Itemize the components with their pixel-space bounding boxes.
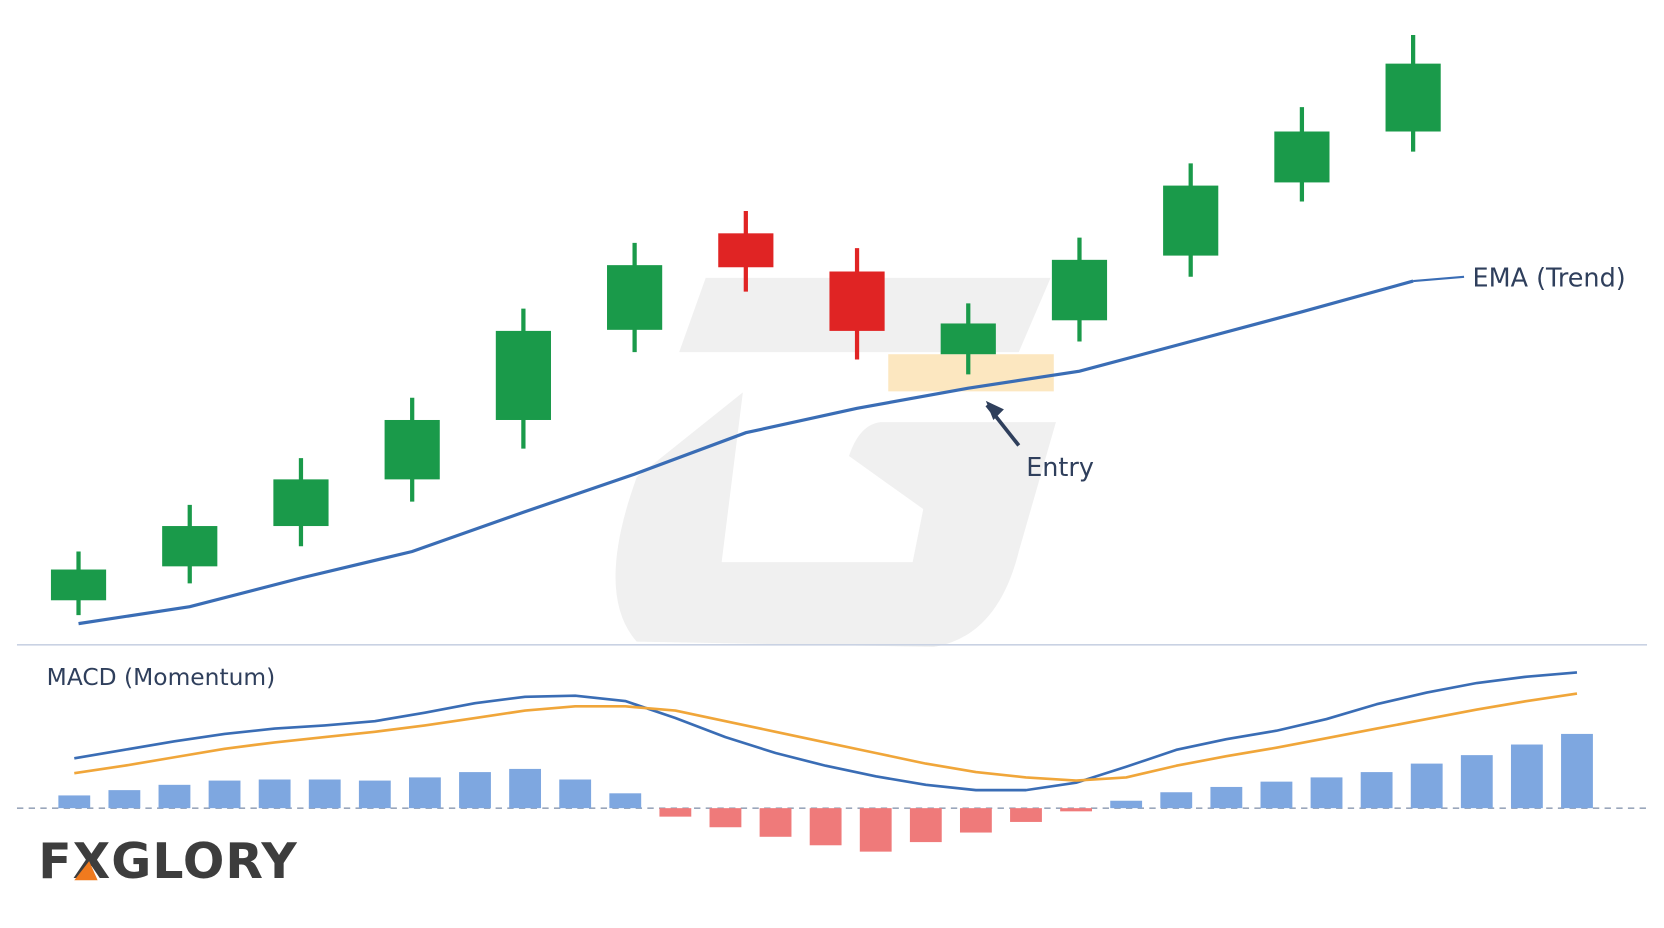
candle-body xyxy=(829,271,885,331)
histogram-bar xyxy=(1010,808,1042,822)
histogram-bar xyxy=(909,808,942,843)
entry-label: Entry xyxy=(1026,453,1094,483)
histogram-bar xyxy=(208,780,241,809)
candle-body xyxy=(1274,131,1330,183)
histogram-bar xyxy=(659,808,692,817)
histogram-bar xyxy=(158,784,191,809)
macd-line xyxy=(74,671,1578,792)
candle-body xyxy=(50,569,107,601)
histogram-bar xyxy=(1260,781,1293,809)
histogram-bar xyxy=(258,779,291,809)
entry-zone xyxy=(888,354,1054,392)
logo: FXGLORY xyxy=(38,833,298,890)
histogram-bar xyxy=(308,779,341,809)
histogram-bar xyxy=(959,808,992,833)
histogram-bar xyxy=(1060,808,1092,812)
histogram-bar xyxy=(108,790,141,809)
histogram-bar xyxy=(1410,763,1443,809)
histogram-bar xyxy=(1210,786,1243,809)
histogram-bar xyxy=(1110,800,1143,809)
histogram-bar xyxy=(559,779,592,809)
macd-line xyxy=(74,692,1578,782)
histogram-bar xyxy=(1360,772,1393,809)
candle-body xyxy=(495,330,551,420)
histogram-bar xyxy=(1310,777,1343,809)
logo-accent xyxy=(74,861,98,881)
histogram-bar xyxy=(408,777,441,809)
candle-body xyxy=(273,479,329,527)
histogram-bar xyxy=(459,772,491,809)
histogram-bar xyxy=(609,793,642,809)
candle-body xyxy=(1051,259,1108,321)
histogram-bar xyxy=(58,795,91,809)
histogram-bar xyxy=(809,808,842,846)
candle-body xyxy=(1385,63,1441,132)
candle-body xyxy=(607,265,663,330)
candle-body xyxy=(940,323,996,355)
ema-leader xyxy=(1413,275,1465,283)
price-panel: EMA (Trend) xyxy=(50,34,1626,626)
macd-panel xyxy=(16,671,1648,852)
histogram-bar xyxy=(759,808,792,837)
entry-arrow-head xyxy=(985,400,1004,420)
histogram-bar xyxy=(859,808,892,852)
histogram-bar xyxy=(1160,792,1193,809)
histogram-bar xyxy=(1510,744,1543,809)
candle-body xyxy=(1163,185,1219,256)
histogram-bar xyxy=(358,780,391,809)
histogram-bar xyxy=(509,768,542,809)
candle-body xyxy=(384,419,440,480)
macd-title: MACD (Momentum) xyxy=(47,663,276,691)
histogram-bar xyxy=(1460,755,1493,809)
histogram-bar xyxy=(1561,733,1593,809)
histogram-bar xyxy=(709,808,742,828)
candle-body xyxy=(162,526,218,567)
candle-body xyxy=(718,233,774,268)
ema-label: EMA (Trend) xyxy=(1473,263,1626,293)
ema-line xyxy=(78,279,1414,626)
